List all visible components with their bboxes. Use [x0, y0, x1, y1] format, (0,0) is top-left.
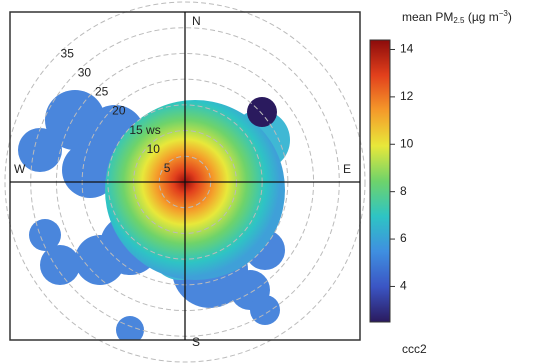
- colorbar-tick-label: 8: [400, 184, 407, 198]
- ring-label: 5: [164, 161, 171, 175]
- colorbar-tick-label: 6: [400, 231, 407, 245]
- direction-label: W: [14, 162, 26, 176]
- direction-label: S: [192, 335, 200, 349]
- plot-label: ccc2: [402, 342, 427, 356]
- ring-label: 25: [95, 85, 109, 99]
- colorbar-title: mean PM2.5 (µg m−3): [402, 9, 512, 25]
- ring-label: 35: [61, 46, 75, 60]
- ring-label: 10: [147, 142, 161, 156]
- ring-label: 30: [78, 66, 92, 80]
- ring-label: 15 ws: [129, 123, 160, 137]
- ring-label: 20: [112, 104, 126, 118]
- colorbar-tick-label: 14: [400, 42, 414, 56]
- direction-label: N: [192, 14, 201, 28]
- colorbar-tick-label: 12: [400, 89, 414, 103]
- ring: [4, 1, 366, 363]
- colorbar-tick-label: 4: [400, 279, 407, 293]
- direction-label: E: [343, 162, 351, 176]
- colorbar-tick-label: 10: [400, 136, 414, 150]
- colorbar: [369, 39, 391, 323]
